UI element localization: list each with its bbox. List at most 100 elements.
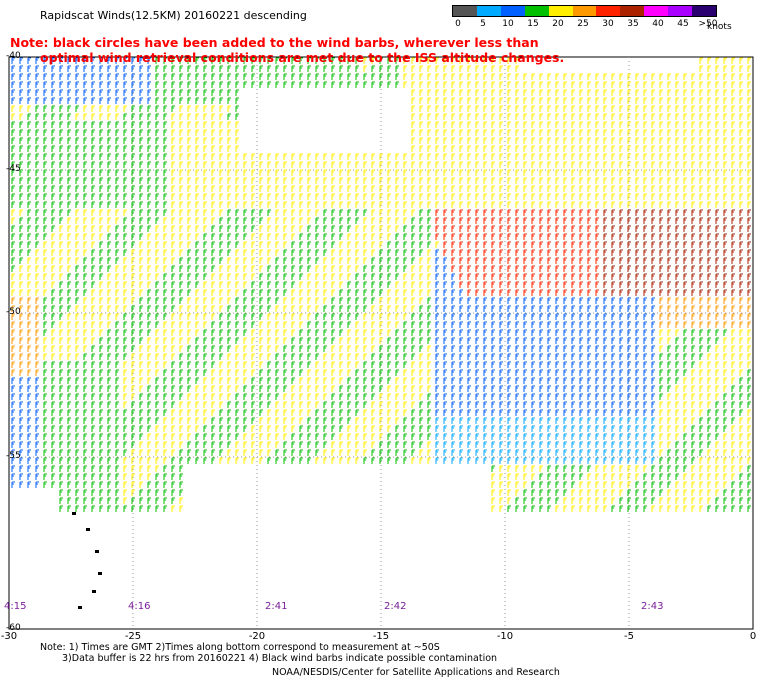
- wind-barb: [435, 73, 439, 80]
- wind-barb: [411, 81, 415, 88]
- wind-barb: [219, 393, 223, 400]
- wind-barb: [667, 177, 671, 184]
- wind-barb: [203, 249, 207, 256]
- wind-barb: [163, 281, 167, 288]
- wind-barb: [475, 129, 479, 136]
- wind-barb: [723, 489, 727, 496]
- wind-barb: [699, 241, 703, 248]
- wind-barb: [331, 337, 335, 344]
- wind-barb: [707, 353, 711, 360]
- wind-barb: [371, 433, 375, 440]
- wind-barb: [491, 329, 495, 336]
- wind-barb: [75, 313, 79, 320]
- wind-barb: [91, 105, 95, 112]
- wind-barb: [179, 97, 183, 104]
- wind-barb: [395, 297, 399, 304]
- wind-barb: [283, 209, 287, 216]
- wind-barb: [155, 153, 159, 160]
- wind-barb: [563, 489, 567, 496]
- wind-barb: [379, 393, 383, 400]
- wind-barb: [683, 257, 687, 264]
- wind-barb: [411, 417, 415, 424]
- wind-barb: [579, 441, 583, 448]
- wind-barb: [91, 225, 95, 232]
- wind-barb: [107, 225, 111, 232]
- wind-barb: [619, 345, 623, 352]
- wind-barb: [507, 89, 511, 96]
- color-legend: 0 5 10 15 20 25 30 35 40 45 >50 knots: [452, 5, 732, 35]
- wind-barb: [267, 225, 271, 232]
- wind-barb: [315, 289, 319, 296]
- wind-barb: [539, 233, 543, 240]
- wind-barb: [747, 209, 751, 216]
- wind-barb: [675, 257, 679, 264]
- wind-barb: [35, 353, 39, 360]
- wind-barb: [539, 473, 543, 480]
- time-label: 4:16: [128, 601, 151, 612]
- wind-barb: [635, 489, 639, 496]
- wind-barb: [203, 225, 207, 232]
- wind-barb: [659, 313, 663, 320]
- wind-barb: [603, 377, 607, 384]
- wind-barb: [579, 289, 583, 296]
- wind-barb: [579, 401, 583, 408]
- wind-barb: [27, 145, 31, 152]
- wind-barb: [659, 113, 663, 120]
- wind-barb: [339, 449, 343, 456]
- wind-barb: [403, 377, 407, 384]
- wind-barb: [411, 409, 415, 416]
- wind-barb: [99, 425, 103, 432]
- wind-barb: [707, 369, 711, 376]
- wind-barb: [27, 169, 31, 176]
- wind-barb: [75, 137, 79, 144]
- wind-barb: [747, 289, 751, 296]
- wind-barb: [131, 473, 135, 480]
- wind-barb: [155, 121, 159, 128]
- wind-barb: [99, 185, 103, 192]
- wind-barb: [291, 233, 295, 240]
- wind-barb: [739, 465, 743, 472]
- wind-barb: [683, 97, 687, 104]
- wind-barb: [155, 201, 159, 208]
- wind-barb: [643, 209, 647, 216]
- wind-barb: [411, 241, 415, 248]
- wind-barb: [211, 153, 215, 160]
- wind-barb: [139, 97, 143, 104]
- wind-barb: [643, 401, 647, 408]
- wind-barb: [203, 385, 207, 392]
- wind-barb: [611, 449, 615, 456]
- wind-barb: [139, 305, 143, 312]
- wind-barb: [691, 369, 695, 376]
- wind-barb: [339, 337, 343, 344]
- wind-barb: [643, 457, 647, 464]
- wind-barb: [515, 185, 519, 192]
- wind-barb: [651, 121, 655, 128]
- wind-barb: [467, 129, 471, 136]
- wind-barb: [11, 145, 15, 152]
- wind-barb: [435, 273, 439, 280]
- wind-barb: [411, 161, 415, 168]
- wind-barb: [179, 409, 183, 416]
- wind-barb: [651, 81, 655, 88]
- wind-barb: [419, 313, 423, 320]
- wind-barb: [587, 505, 591, 512]
- wind-barb: [371, 401, 375, 408]
- wind-barb: [51, 377, 55, 384]
- wind-barb: [355, 257, 359, 264]
- wind-barb: [291, 273, 295, 280]
- wind-barb: [291, 289, 295, 296]
- wind-barb: [427, 361, 431, 368]
- wind-barb: [555, 393, 559, 400]
- wind-barb: [747, 473, 751, 480]
- wind-barb: [531, 273, 535, 280]
- wind-barb: [171, 233, 175, 240]
- wind-barb: [187, 137, 191, 144]
- wind-barb: [675, 393, 679, 400]
- wind-barb: [83, 481, 87, 488]
- wind-barb: [11, 121, 15, 128]
- wind-barb: [419, 193, 423, 200]
- wind-barb: [587, 161, 591, 168]
- wind-barb: [667, 153, 671, 160]
- wind-barb: [27, 473, 31, 480]
- wind-barb: [643, 169, 647, 176]
